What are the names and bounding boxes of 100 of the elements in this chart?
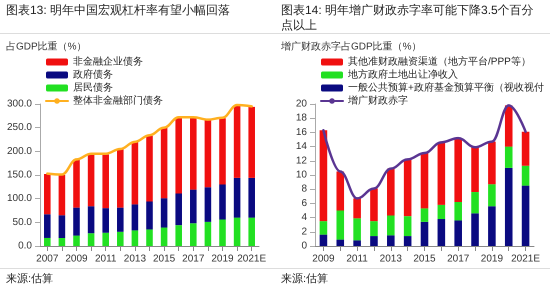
y-tick-label: 50.0 — [12, 216, 32, 228]
bar — [370, 236, 378, 246]
bar — [248, 218, 255, 246]
bar — [370, 221, 378, 236]
x-tick-label: 2019 — [211, 254, 234, 264]
bar — [336, 210, 344, 240]
bar — [387, 168, 395, 216]
bar — [504, 146, 513, 168]
bar — [146, 202, 153, 230]
bar — [522, 132, 530, 166]
bar — [44, 174, 51, 214]
x-tick-label: 2019 — [480, 254, 504, 264]
bar — [146, 136, 153, 202]
y-tick-label: 20 — [296, 98, 308, 110]
bar — [132, 230, 138, 246]
y-axis-title: 增广财政赤字占GDP比重（%） — [280, 40, 422, 52]
line-series — [46, 104, 253, 176]
bar — [146, 229, 153, 246]
bar — [370, 188, 378, 222]
bar — [504, 105, 513, 147]
bar — [320, 234, 328, 246]
legend-label: 增广财政赤字 — [347, 94, 408, 106]
bar — [488, 142, 496, 184]
bar — [160, 228, 168, 246]
bar — [471, 213, 479, 246]
bar — [471, 192, 479, 214]
source-note: 来源:估算 — [6, 272, 54, 286]
bar — [454, 138, 462, 202]
bar — [190, 118, 197, 190]
legend-label: 其他准财政融资渠道（地方平台/PPP等） — [348, 56, 531, 68]
bar — [102, 208, 109, 233]
x-tick-label: 2011 — [346, 254, 368, 264]
bar — [387, 215, 395, 236]
bar — [336, 240, 344, 246]
bar — [320, 130, 328, 222]
x-tick-label: 2009 — [65, 254, 88, 264]
chart-title: 图表13: 明年中国宏观杠杆率有望小幅回落 — [0, 0, 275, 34]
bar — [204, 222, 212, 246]
bar — [353, 240, 361, 246]
y-tick-label: 300.0 — [6, 98, 32, 110]
bar — [219, 118, 226, 184]
y-tick-label: 0 — [301, 240, 308, 252]
x-tick-label: 2017 — [182, 254, 205, 264]
bar — [454, 220, 462, 246]
bar — [204, 120, 212, 188]
x-tick-label: 2011 — [94, 254, 117, 264]
bar — [58, 238, 66, 246]
y-tick-label: 200.0 — [6, 146, 32, 157]
bar — [73, 236, 80, 246]
bar — [438, 219, 446, 246]
source-note: 来源:估算 — [281, 272, 330, 286]
x-tick-label: 2015 — [413, 254, 436, 264]
x-tick-label: 2007 — [36, 254, 59, 264]
y-axis-title: 占GDP比重（%） — [6, 40, 87, 52]
bar — [488, 184, 496, 206]
bar — [102, 154, 109, 208]
bar — [353, 198, 361, 218]
bar — [234, 178, 240, 218]
x-tick-label: 2009 — [312, 254, 335, 264]
bar — [404, 216, 412, 236]
bar — [190, 223, 197, 246]
bar — [248, 106, 255, 178]
bar — [420, 222, 428, 246]
y-tick-label: 8 — [301, 184, 308, 195]
bar — [73, 208, 80, 236]
bar — [58, 175, 66, 216]
y-tick-label: 10 — [296, 170, 308, 180]
bar — [175, 117, 182, 194]
bar — [234, 218, 240, 246]
y-tick-label: 16 — [296, 126, 308, 138]
bar — [488, 206, 496, 246]
bar — [522, 166, 530, 186]
y-tick-label: 250.0 — [6, 122, 32, 134]
bar — [353, 218, 361, 240]
y-tick-label: 4 — [301, 212, 308, 224]
legend-label: 一般公共预算+政府基金预算平衡（视收视付 — [348, 82, 544, 94]
bar — [160, 128, 168, 198]
bar — [504, 168, 513, 246]
x-tick-label: 2021E — [511, 254, 540, 264]
y-tick-label: 14 — [296, 141, 308, 152]
x-tick-label: 2013 — [380, 254, 402, 264]
bar — [404, 159, 412, 216]
bar — [102, 232, 109, 246]
line-series — [322, 104, 527, 200]
y-tick-label: 6 — [301, 198, 308, 209]
bar — [132, 204, 138, 230]
bar — [471, 147, 479, 192]
bar — [320, 221, 328, 235]
bar — [219, 219, 226, 246]
chart-title: 图表14: 明年增广财政赤字率可能下降3.5个百分点以上 — [275, 0, 550, 34]
bar — [58, 215, 66, 238]
x-tick-label: 2017 — [447, 254, 470, 264]
bar — [438, 204, 446, 220]
bar — [44, 238, 51, 246]
bar — [117, 208, 124, 232]
bar — [248, 178, 255, 218]
bar — [175, 193, 182, 226]
bar — [336, 171, 344, 210]
legend-label: 非金融企业债务 — [73, 56, 143, 68]
bar — [73, 159, 80, 208]
